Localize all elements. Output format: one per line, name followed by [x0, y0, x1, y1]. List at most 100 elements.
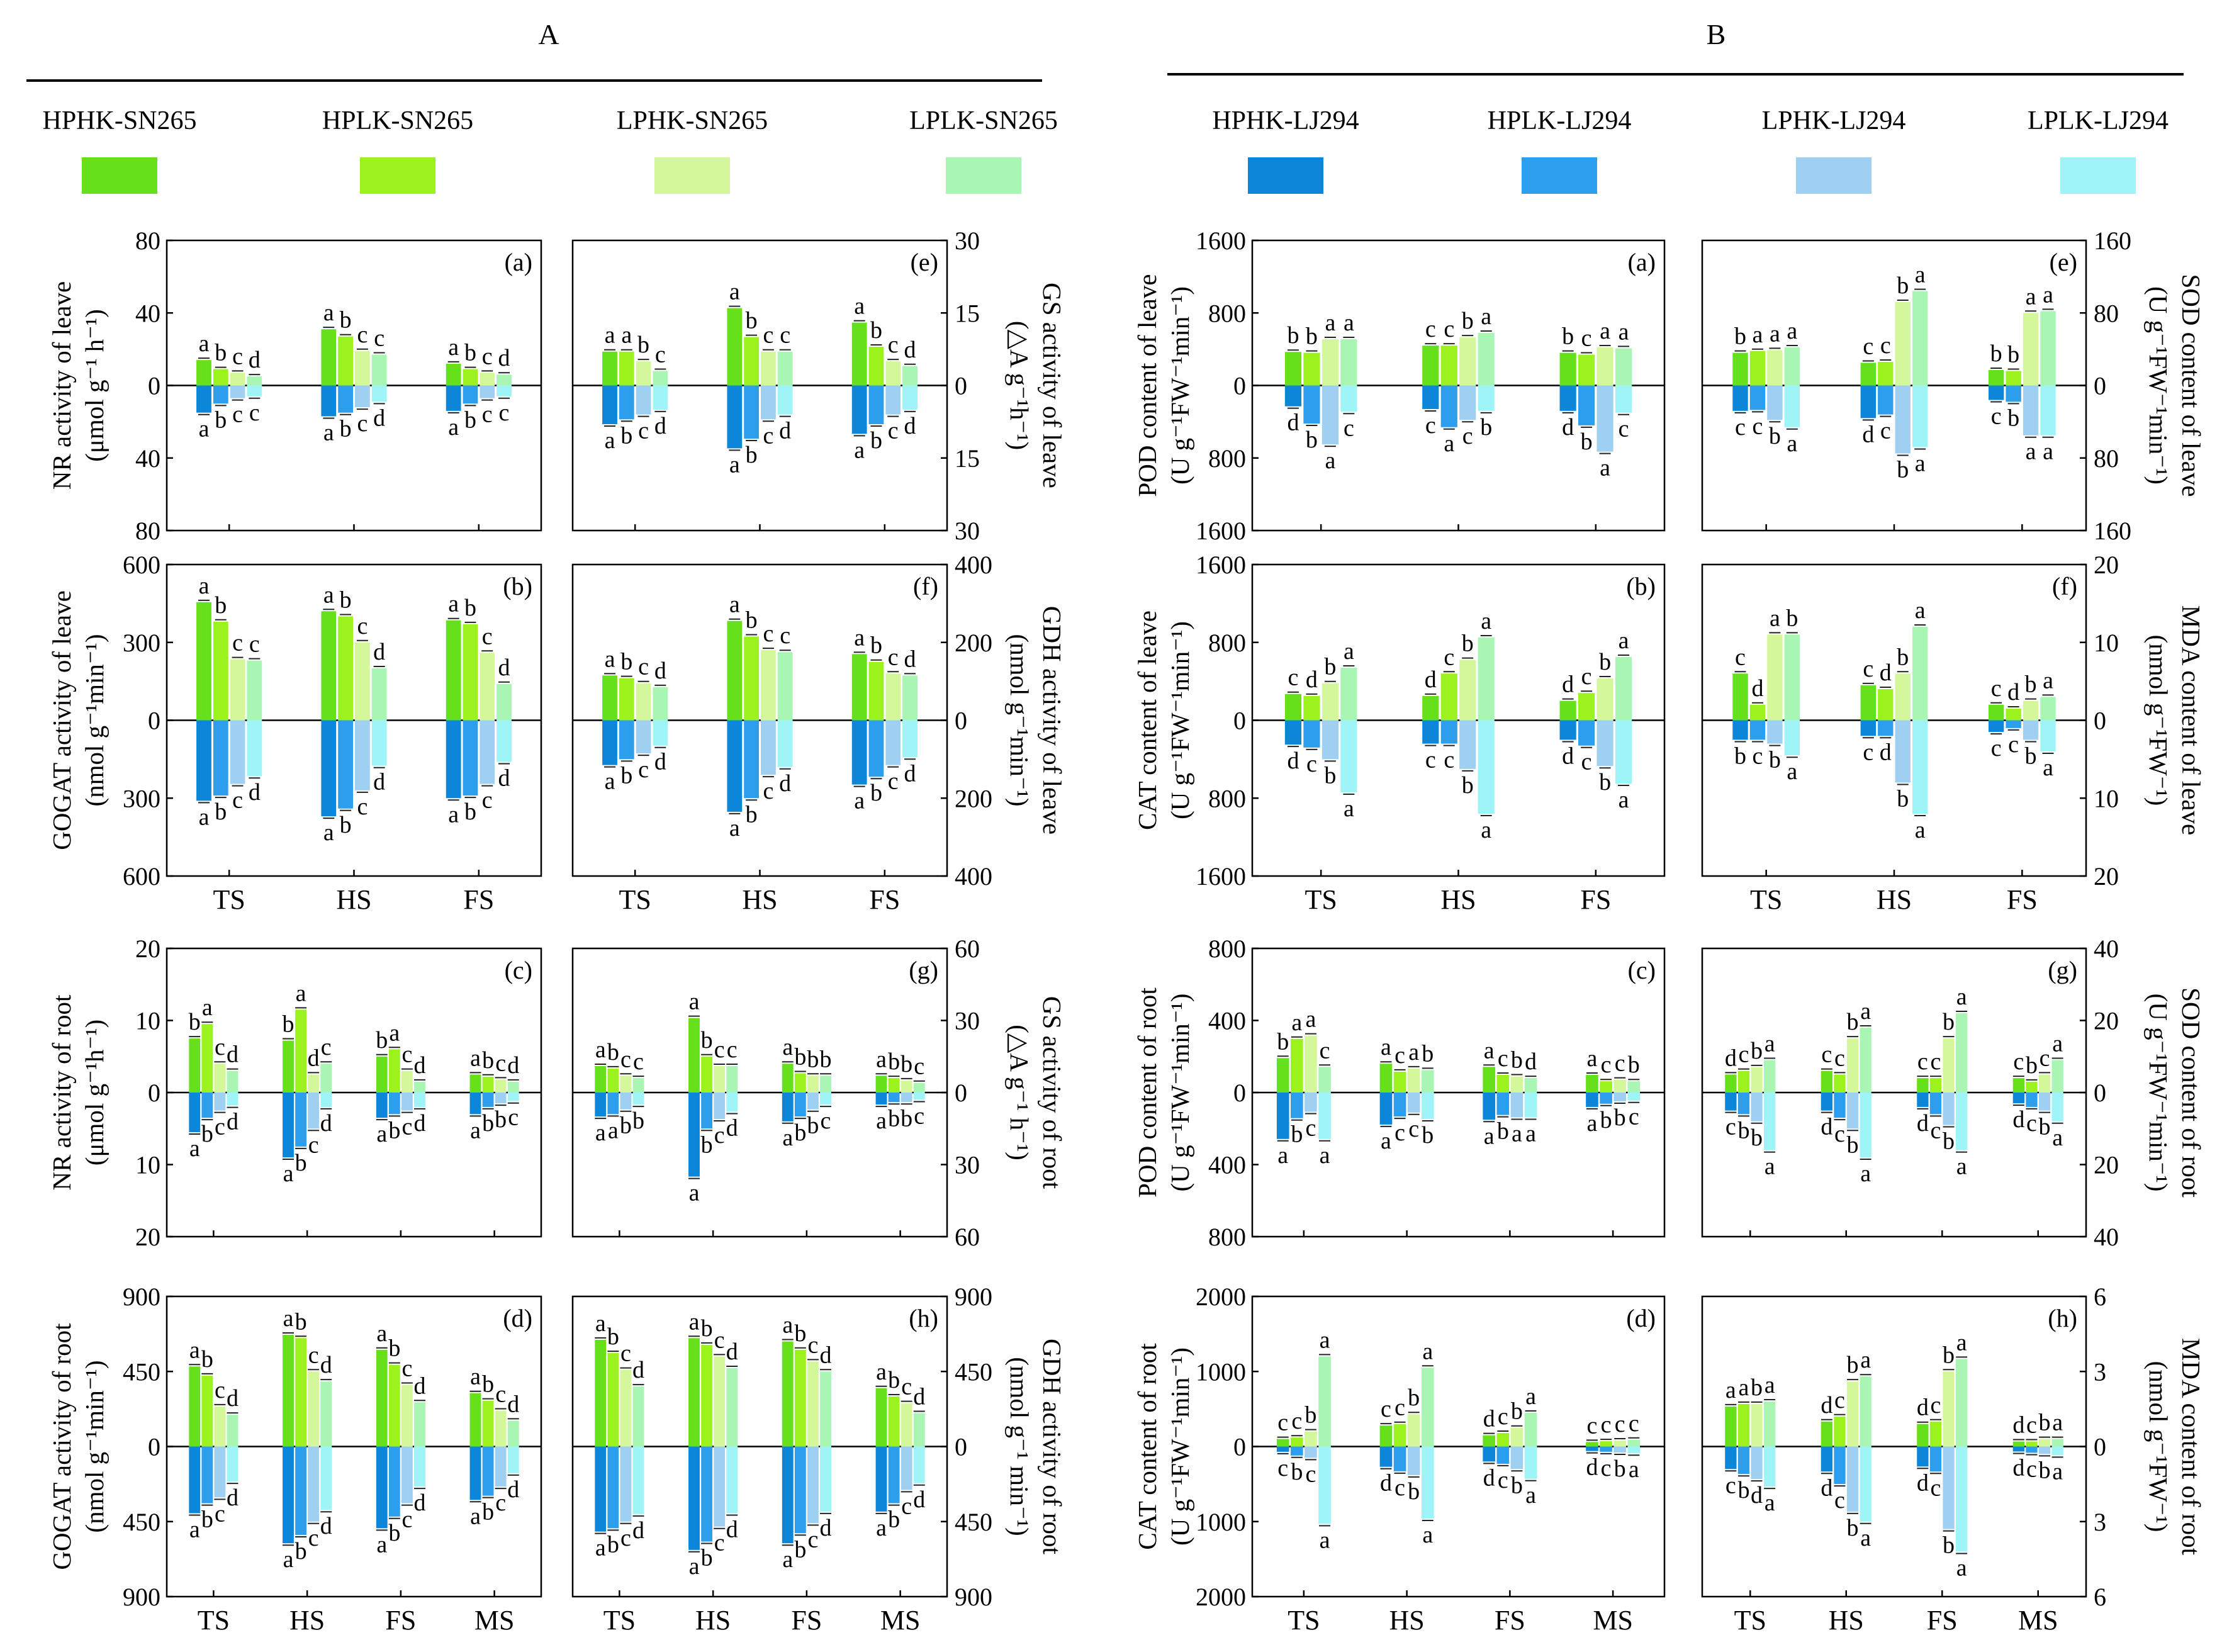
- bar-top: [1440, 346, 1457, 386]
- bar-bottom: [902, 720, 917, 758]
- bar-top: [868, 661, 884, 721]
- bar-top: [875, 1076, 887, 1093]
- sig-letter: b: [794, 1536, 806, 1563]
- sig-letter: b: [464, 340, 476, 366]
- sig-letter: c: [2008, 731, 2019, 758]
- sig-letter: a: [189, 1517, 200, 1543]
- bar-top: [807, 1076, 819, 1093]
- bar-bottom: [653, 720, 668, 746]
- bar-top: [1284, 352, 1302, 386]
- sig-letter: a: [376, 1531, 387, 1558]
- sig-letter: b: [1734, 323, 1746, 350]
- legend-swatch: [946, 157, 1021, 194]
- bar-bottom: [1767, 385, 1783, 420]
- bar-top: [469, 1393, 481, 1447]
- y-tick-label: 800: [1208, 935, 1246, 963]
- sig-letter: c: [215, 1034, 225, 1060]
- legend-label: HPHK-LJ294: [1212, 106, 1359, 135]
- bar-bottom: [1305, 1446, 1317, 1458]
- sig-letter: a: [1726, 1377, 1736, 1403]
- sig-letter: b: [901, 1051, 912, 1077]
- sig-letter: a: [283, 1305, 294, 1332]
- x-tick-label: TS: [1750, 884, 1782, 915]
- sig-letter: c: [1305, 1115, 1316, 1142]
- sig-letter: a: [1481, 608, 1491, 634]
- sig-letter: d: [2012, 1412, 2024, 1439]
- bar-bottom: [701, 1446, 713, 1542]
- bar-bottom: [1393, 1446, 1406, 1471]
- y-tick-label: 0: [1233, 372, 1246, 400]
- bar-bottom: [1613, 1093, 1627, 1101]
- bar-bottom: [1421, 1093, 1434, 1119]
- bar-bottom: [851, 720, 867, 785]
- sig-letter: c: [1394, 1120, 1405, 1146]
- bar-top: [414, 1402, 425, 1447]
- legend-label: LPLK-SN265: [909, 106, 1058, 135]
- bar-top: [507, 1420, 519, 1447]
- bar-top: [1559, 352, 1576, 386]
- bar-top: [1422, 346, 1439, 386]
- y-axis-unit: (nmol g⁻¹FW⁻¹): [2144, 635, 2173, 806]
- sig-letter: a: [876, 1359, 887, 1385]
- sig-letter: d: [1821, 1392, 1832, 1419]
- bar-top: [1322, 339, 1339, 386]
- bar-bottom: [1284, 385, 1302, 407]
- bar-bottom: [414, 1446, 425, 1487]
- sig-letter: a: [2026, 439, 2036, 465]
- bar-bottom: [2012, 1093, 2025, 1104]
- x-tick-label: FS: [869, 884, 900, 915]
- sig-letter: a: [2026, 283, 2036, 310]
- sig-letter: a: [782, 1034, 793, 1060]
- bar-top: [1305, 1431, 1317, 1447]
- sig-letter: c: [215, 1114, 225, 1140]
- bar-bottom: [2026, 1446, 2038, 1453]
- bar-bottom: [1860, 720, 1877, 736]
- bar-bottom: [1393, 1093, 1406, 1117]
- bar-top: [619, 678, 634, 721]
- bar-top: [1318, 1067, 1331, 1093]
- legend-label: LPLK-LJ294: [2028, 106, 2169, 135]
- bar-top: [1860, 685, 1877, 721]
- bar-bottom: [2026, 1093, 2038, 1107]
- bar-bottom: [1749, 385, 1766, 410]
- sig-letter: d: [320, 1352, 332, 1378]
- sig-letter: b: [2007, 341, 2019, 368]
- sig-letter: c: [232, 787, 243, 814]
- sig-letter: c: [2026, 1456, 2037, 1482]
- bar-bottom: [376, 1446, 388, 1529]
- y-tick-label: 400: [1208, 1151, 1246, 1179]
- sig-letter: a: [199, 573, 210, 599]
- bar-top: [283, 1040, 294, 1093]
- sig-letter: c: [888, 418, 899, 444]
- bar-bottom: [1459, 385, 1476, 420]
- sig-letter: c: [482, 787, 493, 814]
- x-tick-label: TS: [619, 884, 651, 915]
- bar-bottom: [760, 720, 776, 775]
- sig-letter: d: [227, 1109, 238, 1135]
- bar-top: [2051, 1060, 2063, 1093]
- sig-letter: c: [1587, 1412, 1598, 1439]
- sig-letter: b: [1897, 273, 1909, 299]
- y-axis-title: GOGAT activity of root: [47, 1323, 76, 1570]
- bar-bottom: [1751, 1093, 1763, 1121]
- sig-letter: b: [201, 1507, 213, 1533]
- bar-bottom: [376, 1093, 388, 1118]
- sig-letter: b: [620, 422, 632, 449]
- bar-top: [1483, 1067, 1496, 1093]
- sig-letter: b: [215, 592, 227, 619]
- bar-bottom: [213, 385, 228, 404]
- sig-letter: a: [1787, 430, 1797, 457]
- bar-bottom: [1846, 1446, 1859, 1512]
- bar-bottom: [1496, 1446, 1510, 1464]
- bar-top: [1821, 1421, 1833, 1447]
- bar-bottom: [602, 385, 617, 424]
- bar-bottom: [2040, 720, 2056, 751]
- sig-letter: b: [1737, 1477, 1749, 1503]
- bar-top: [714, 1356, 726, 1447]
- bar-bottom: [1860, 1446, 1871, 1522]
- sig-letter: a: [1860, 998, 1871, 1025]
- bar-top: [1276, 1058, 1289, 1093]
- sig-letter: c: [1394, 1042, 1405, 1069]
- bar-bottom: [371, 720, 387, 766]
